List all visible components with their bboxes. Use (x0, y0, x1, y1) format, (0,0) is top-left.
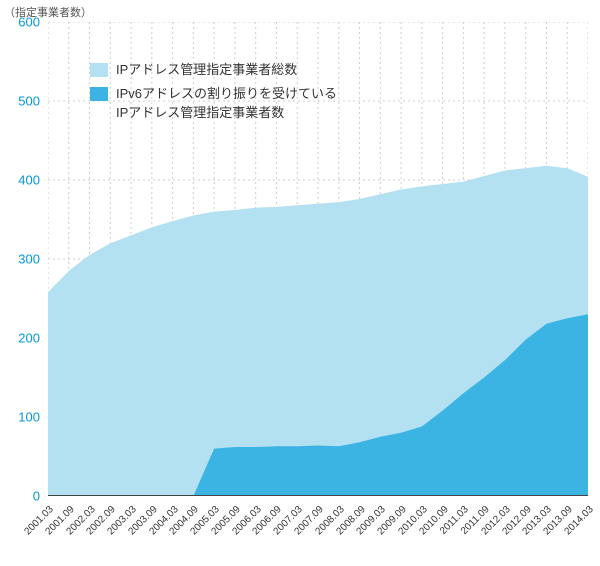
y-axis-tick-labels: 0100200300400500600 (0, 22, 44, 496)
legend-swatch (90, 87, 108, 101)
y-tick-label: 200 (18, 331, 40, 346)
legend-label: IPv6アドレスの割り振りを受けている IPアドレス管理指定事業者数 (116, 84, 337, 123)
chart-legend: IPアドレス管理指定事業者総数 IPv6アドレスの割り振りを受けている IPアドレ… (90, 60, 337, 127)
y-tick-label: 400 (18, 173, 40, 188)
area-chart: （指定事業者数） 0 100 200 300 400 500 600 2001.032001… (0, 0, 600, 566)
y-tick-label: 500 (18, 94, 40, 109)
y-axis-title: （指定事業者数） (4, 4, 92, 20)
x-axis-tick-labels: 2001.032001.092002.032002.092003.032003.… (48, 498, 588, 564)
legend-item: IPv6アドレスの割り振りを受けている IPアドレス管理指定事業者数 (90, 84, 337, 123)
y-tick-label: 0 (33, 489, 40, 504)
y-tick-label: 600 (18, 15, 40, 30)
legend-label: IPアドレス管理指定事業者総数 (116, 60, 297, 80)
y-tick-label: 300 (18, 252, 40, 267)
y-tick-label: 100 (18, 410, 40, 425)
legend-swatch (90, 63, 108, 77)
legend-item: IPアドレス管理指定事業者総数 (90, 60, 337, 80)
